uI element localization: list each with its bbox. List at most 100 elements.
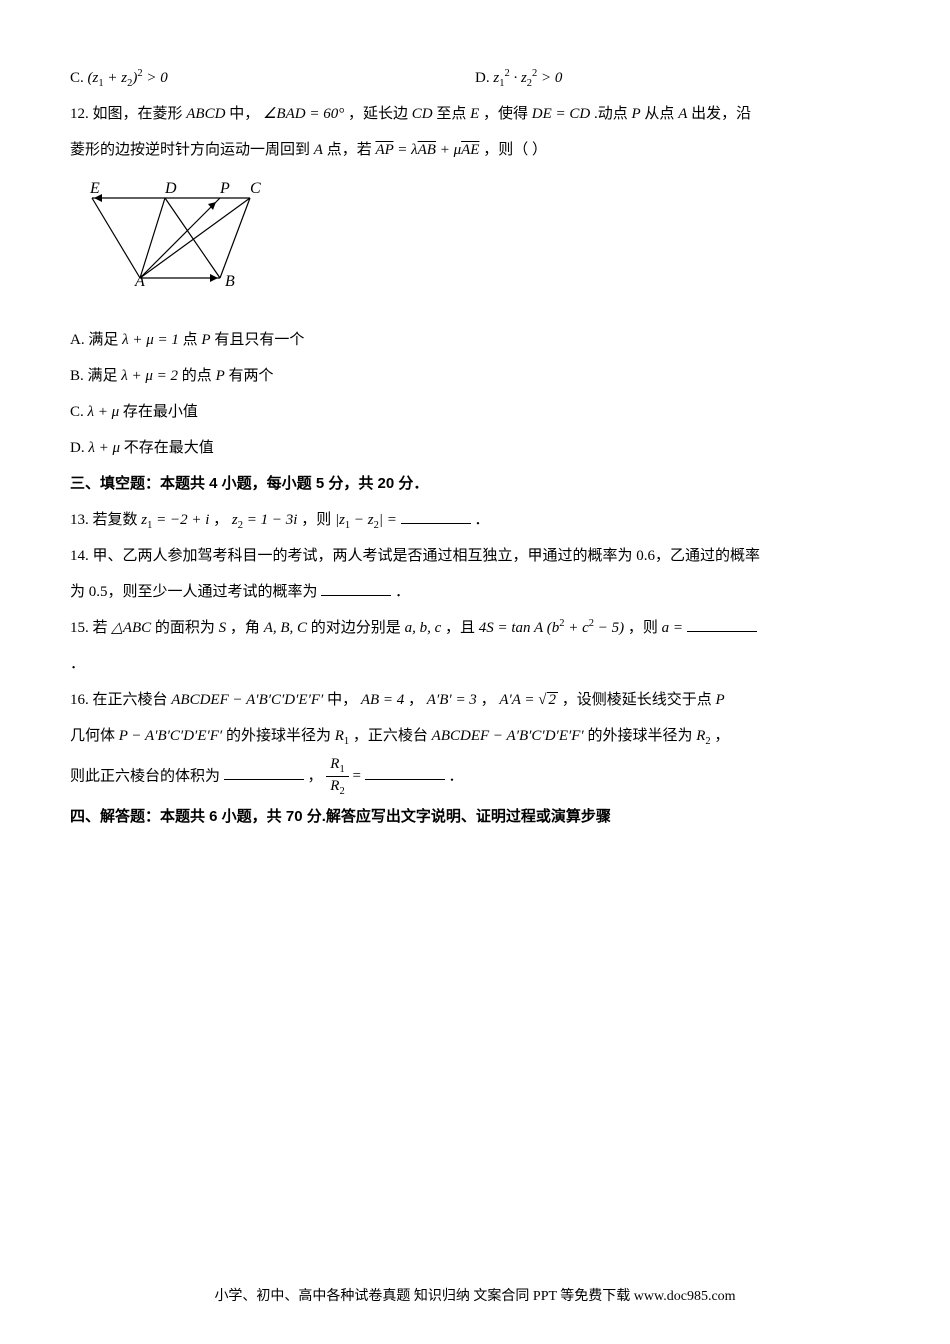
q14-blank bbox=[321, 580, 391, 596]
optA-post: 有且只有一个 bbox=[214, 332, 304, 348]
q16-t5: ，设侧棱延长线交于点 bbox=[562, 692, 712, 708]
q16-r2: R2 bbox=[696, 728, 710, 744]
q12-t6: .动点 bbox=[594, 106, 628, 122]
q14-line2: 为 0.5，则至少一人通过考试的概率为 ． bbox=[70, 574, 880, 610]
q16-l3c: ． bbox=[448, 768, 463, 784]
q16-l3b: ， bbox=[308, 768, 323, 784]
q16-l3a: 则此正六棱台的体积为 bbox=[70, 768, 220, 784]
q16-frac: R1R2 = bbox=[326, 768, 364, 784]
q16-r1: R1 bbox=[335, 728, 349, 744]
q13-blank bbox=[401, 508, 471, 524]
q13-num: 13. bbox=[70, 512, 93, 528]
svg-text:E: E bbox=[89, 180, 100, 197]
q12-e: E bbox=[470, 106, 479, 122]
q15-t5: ，且 bbox=[445, 620, 475, 636]
optB-p: P bbox=[216, 368, 225, 384]
q12-abcd: ABCD bbox=[186, 106, 225, 122]
q12-line2: 菱形的边按逆时针方向运动一周回到 A 点，若 AP = λAB + μAE ，则… bbox=[70, 132, 880, 168]
q12-line1: 12. 如图，在菱形 ABCD 中， ∠BAD = 60° ，延长边 CD 至点… bbox=[70, 96, 880, 132]
q12-t5: ，使得 bbox=[483, 106, 528, 122]
q13-t2: ， bbox=[213, 512, 228, 528]
svg-text:D: D bbox=[164, 180, 177, 197]
q16-t3: ， bbox=[408, 692, 423, 708]
optD-post: 不存在最大值 bbox=[124, 440, 214, 456]
q16-blank2 bbox=[365, 764, 445, 780]
q13-t3: ，则 bbox=[301, 512, 331, 528]
q16-l2c: ，正六棱台 bbox=[353, 728, 428, 744]
q12-optB: B. 满足 λ + μ = 2 的点 P 有两个 bbox=[70, 358, 880, 394]
q16-blank1 bbox=[224, 764, 304, 780]
q12-t1: 如图，在菱形 bbox=[93, 106, 183, 122]
q14-l1: 甲、乙两人参加驾考科目一的考试，两人考试是否通过相互独立，甲通过的概率为 0.6… bbox=[93, 548, 761, 564]
q16-num: 16. bbox=[70, 692, 93, 708]
q14-l2a: 为 0.5，则至少一人通过考试的概率为 bbox=[70, 584, 318, 600]
section3-title: 三、填空题：本题共 4 小题，每小题 5 分，共 20 分． bbox=[70, 466, 880, 502]
q16-pr1: ABCDEF − A′B′C′D′E′F′ bbox=[171, 692, 323, 708]
q12-decd: DE = CD bbox=[532, 106, 590, 122]
q12-l2b: 点，若 bbox=[327, 142, 372, 158]
optB-pre: B. 满足 bbox=[70, 368, 118, 384]
optC-math: λ + μ bbox=[88, 404, 120, 420]
option-c-math: (z1 + z2)2 > 0 bbox=[88, 70, 168, 86]
q12-optD: D. λ + μ 不存在最大值 bbox=[70, 430, 880, 466]
q16-abp: A′B′ = 3 bbox=[427, 692, 477, 708]
q14: 14. 甲、乙两人参加驾考科目一的考试，两人考试是否通过相互独立，甲通过的概率为… bbox=[70, 538, 880, 610]
optA-pre: A. 满足 bbox=[70, 332, 118, 348]
q12-cd: CD bbox=[412, 106, 433, 122]
q16-aa: A′A = √2 bbox=[499, 692, 558, 708]
optC-post: 存在最小值 bbox=[123, 404, 198, 420]
q15-tri: △ABC bbox=[111, 620, 151, 636]
q15-line2: ． bbox=[70, 646, 880, 682]
q16-l2e: ， bbox=[714, 728, 729, 744]
optB-post: 有两个 bbox=[228, 368, 273, 384]
q12-diagram: E D P C A B bbox=[80, 178, 880, 312]
q12-t4: 至点 bbox=[436, 106, 466, 122]
q13-z1: z1 = −2 + i bbox=[141, 512, 209, 528]
optB-math: λ + μ = 2 bbox=[121, 368, 178, 384]
q12-bad: ∠BAD = 60° bbox=[263, 106, 344, 122]
q14-l2b: ． bbox=[395, 584, 410, 600]
svg-text:B: B bbox=[225, 273, 235, 290]
q12-t8: 出发，沿 bbox=[691, 106, 751, 122]
q12: 12. 如图，在菱形 ABCD 中， ∠BAD = 60° ，延长边 CD 至点… bbox=[70, 96, 880, 466]
option-d: D. z12 · z22 > 0 bbox=[475, 60, 880, 96]
q16-pr3: ABCDEF − A′B′C′D′E′F′ bbox=[432, 728, 584, 744]
q14-line1: 14. 甲、乙两人参加驾考科目一的考试，两人考试是否通过相互独立，甲通过的概率为… bbox=[70, 538, 880, 574]
q15-abcl: a, b, c bbox=[405, 620, 442, 636]
q15-num: 15. bbox=[70, 620, 93, 636]
q16-pp: P bbox=[716, 692, 725, 708]
q13-t4: ． bbox=[474, 512, 489, 528]
section4-title: 四、解答题：本题共 6 小题，共 70 分.解答应写出文字说明、证明过程或演算步… bbox=[70, 799, 880, 835]
q16-t4: ， bbox=[481, 692, 496, 708]
optA-mid: 点 bbox=[183, 332, 198, 348]
q16-line1: 16. 在正六棱台 ABCDEF − A′B′C′D′E′F′ 中， AB = … bbox=[70, 682, 880, 718]
q13-z2: z2 = 1 − 3i bbox=[232, 512, 298, 528]
svg-text:P: P bbox=[219, 180, 230, 197]
q12-optC: C. λ + μ 存在最小值 bbox=[70, 394, 880, 430]
q12-l2c: ，则（ ） bbox=[483, 142, 547, 158]
q15-tail: ． bbox=[70, 656, 85, 672]
q15-aeq: a = bbox=[662, 620, 683, 636]
q16-line3: 则此正六棱台的体积为 ， R1R2 = ． bbox=[70, 755, 880, 799]
q13: 13. 若复数 z1 = −2 + i ， z2 = 1 − 3i ，则 |z1… bbox=[70, 502, 880, 538]
q16-line2: 几何体 P − A′B′C′D′E′F′ 的外接球半径为 R1 ，正六棱台 AB… bbox=[70, 718, 880, 754]
q12-a: A bbox=[678, 106, 687, 122]
optC-pre: C. bbox=[70, 404, 88, 420]
q16-l2d: 的外接球半径为 bbox=[587, 728, 692, 744]
q16-t2: 中， bbox=[327, 692, 357, 708]
q15-eq: 4S = tan A (b2 + c2 − 5) bbox=[479, 620, 624, 636]
q15-line1: 15. 若 △ABC 的面积为 S ，角 A, B, C 的对边分别是 a, b… bbox=[70, 610, 880, 646]
optA-math: λ + μ = 1 bbox=[122, 332, 179, 348]
q16-pr2: P − A′B′C′D′E′F′ bbox=[119, 728, 222, 744]
page-footer: 小学、初中、高中各种试卷真题 知识归纳 文案合同 PPT 等免费下载 www.d… bbox=[0, 1280, 950, 1314]
q13-abs: |z1 − z2| = bbox=[335, 512, 397, 528]
q15-t4: 的对边分别是 bbox=[311, 620, 401, 636]
svg-text:A: A bbox=[134, 273, 145, 290]
q15-abc: A, B, C bbox=[264, 620, 307, 636]
q15-blank bbox=[687, 616, 757, 632]
q12-t3: ，延长边 bbox=[348, 106, 408, 122]
svg-text:C: C bbox=[250, 180, 261, 197]
q16-l2a: 几何体 bbox=[70, 728, 115, 744]
q12-apeq: AP = λAB + μAE bbox=[375, 142, 479, 158]
q12-p: P bbox=[632, 106, 641, 122]
